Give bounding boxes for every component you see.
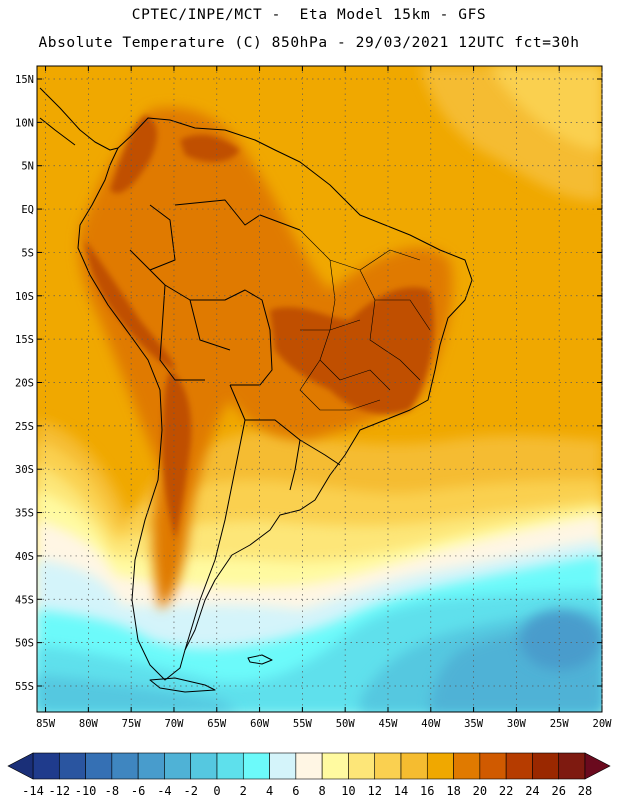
colorbar-label: 16 [420,784,434,798]
colorbar-box [216,752,244,780]
lat-label: 25S [15,421,34,433]
lon-label: 30W [507,718,527,730]
colorbar-box [190,752,218,780]
lat-label: 20S [15,377,34,389]
colorbar-box [58,752,86,780]
colorbar-box [374,752,402,780]
temperature-field [37,66,602,712]
coastline-central-america [39,87,119,151]
lat-label: 10S [15,291,34,303]
lon-label: 45W [379,718,399,730]
colorbar-box [505,752,533,780]
colorbar-label: 2 [240,784,247,798]
field-hot-andes [162,370,192,540]
lat-label: 45S [15,594,34,606]
colorbar-box [321,752,349,780]
colorbar-box [479,752,507,780]
colorbar-over-arrow [584,752,611,780]
lat-label: 40S [15,551,34,563]
colorbar-box [32,752,60,780]
lat-label: 5S [21,247,34,259]
field-hot-brazil-highlands [270,287,434,414]
colorbar-label: 0 [213,784,220,798]
colorbar-box [111,752,139,780]
colorbar-box [295,752,323,780]
field-south-minus4 [520,610,600,670]
colorbar-label: 4 [266,784,273,798]
field-hot-venezuela [180,134,240,162]
colorbar-box [426,752,454,780]
chart-title-line2: Absolute Temperature (C) 850hPa - 29/03/… [38,35,580,51]
gridlines [37,66,603,712]
colorbar-label: 22 [499,784,513,798]
axis-ticks [37,66,603,712]
colorbar-box [532,752,560,780]
colorbar-label: 18 [446,784,460,798]
field-hot-north-andes [110,115,157,194]
colorbar-box [453,752,481,780]
country-borders [129,199,341,651]
lon-label: 75W [122,718,142,730]
colorbar-box [558,752,586,780]
lat-label: 10N [15,117,34,129]
colorbar-label: 20 [473,784,487,798]
lat-label: 35S [15,508,34,520]
colorbar-box [400,752,428,780]
colorbar-box [348,752,376,780]
lat-label: EQ [21,204,34,216]
field-ne-ocean-14 [490,66,602,150]
lon-label: 85W [36,718,56,730]
colorbar-label: 28 [578,784,592,798]
colorbar-box [164,752,192,780]
colorbar-label: -12 [48,784,70,798]
lon-label: 25W [550,718,570,730]
lat-label: 30S [15,464,34,476]
lon-label: 65W [207,718,227,730]
lon-label: 80W [79,718,99,730]
colorbar-label: 26 [551,784,565,798]
colorbar-label: 14 [394,784,408,798]
colorbar-label: -10 [75,784,97,798]
lat-label: 50S [15,638,34,650]
colorbar-box [242,752,270,780]
lat-label: 55S [15,681,34,693]
lon-label: 60W [250,718,270,730]
lon-label: 70W [164,718,184,730]
colorbar-label: -2 [183,784,197,798]
colorbar-box [269,752,297,780]
colorbar-label: 12 [367,784,381,798]
lat-label: 15S [15,334,34,346]
lon-label: 20W [593,718,613,730]
colorbar: -14 -12 -10 -8 -6 -4 -2 0 2 4 6 8 10 12 14 16 18 20 22 24 26… [7,752,611,798]
colorbar-box [137,752,165,780]
latitude-labels: 15N 10N 5N EQ 5S 10S 15S 20S 25S 30S 35S 40S 45S 50S 5… [15,74,34,693]
colorbar-box [85,752,113,780]
longitude-labels: 85W 80W 75W 70W 65W 60W 55W 50W 45W 40W 35W 30W 25W 2… [36,718,612,730]
lon-label: 55W [293,718,313,730]
lat-label: 5N [21,161,34,173]
coastline-tierra-del-fuego [149,677,216,693]
lon-label: 50W [336,718,356,730]
colorbar-label: -4 [157,784,171,798]
colorbar-label: 10 [341,784,355,798]
chart-title-line1: CPTEC/INPE/MCT - Eta Model 15km - GFS [131,7,487,23]
lon-label: 35W [464,718,484,730]
colorbar-label: 8 [319,784,326,798]
lat-label: 15N [15,74,34,86]
colorbar-label: -8 [105,784,119,798]
state-borders [299,229,431,411]
colorbar-label: -6 [131,784,145,798]
colorbar-label: 24 [525,784,539,798]
colorbar-label: 6 [292,784,299,798]
field-hot-peru [85,240,175,370]
colorbar-label: -14 [22,784,44,798]
colorbar-under-arrow [7,752,34,780]
plot-frame [36,65,603,713]
lon-label: 40W [421,718,441,730]
